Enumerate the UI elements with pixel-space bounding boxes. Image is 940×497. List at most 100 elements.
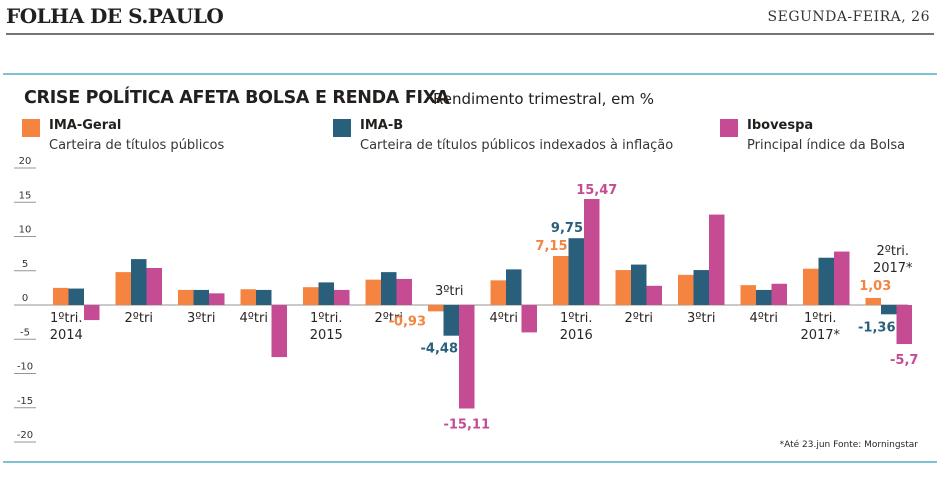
data-label-ima-geral: 1,03 [859, 279, 891, 294]
bar-ima-geral [490, 280, 506, 305]
y-tick-label: 20 [19, 156, 32, 167]
data-label-ima-b: -4,48 [421, 342, 458, 357]
data-label-ima-b: -1,36 [858, 320, 895, 335]
bar-ibovespa [834, 251, 850, 305]
y-tick-label: 5 [22, 259, 28, 270]
bar-ima-geral [428, 305, 444, 312]
data-label-ibovespa: 15,47 [576, 183, 617, 198]
bar-ima-b [568, 238, 584, 305]
header-rule [6, 33, 934, 35]
bar-ima-b [256, 289, 272, 305]
chart-bottom-rule [3, 461, 937, 463]
bar-ima-geral [615, 270, 631, 305]
y-tick-label: -20 [17, 430, 33, 441]
x-category-label-year: 2017* [800, 328, 840, 343]
legend-label: Ibovespa [747, 118, 814, 133]
legend-label: IMA-Geral [49, 118, 122, 133]
y-tick-label: 0 [22, 293, 28, 304]
x-category-label: 4ºtri [240, 311, 268, 326]
bar-ima-b [756, 289, 772, 305]
bar-ima-b [881, 305, 897, 315]
x-category-label: 3ºtri [187, 311, 215, 326]
x-category-label: 2ºtri [625, 311, 653, 326]
masthead-logo: FOLHA DE S.PAULO [6, 4, 224, 28]
bar-ima-geral [240, 289, 256, 305]
x-category-label-year: 2016 [560, 328, 593, 343]
bar-ima-b [318, 282, 334, 305]
bar-ima-geral [303, 287, 319, 305]
x-category-label: 3ºtri [687, 311, 715, 326]
bar-ibovespa [521, 305, 537, 333]
bar-ima-geral [803, 268, 819, 305]
footnote-source: *Até 23.jun Fonte: Morningstar [779, 440, 918, 450]
bar-ima-b [631, 264, 647, 305]
y-axis: 20 15 10 5 0 -5 -10 -15 -20 [14, 156, 36, 443]
dateline: SEGUNDA-FEIRA, 26 [767, 9, 930, 25]
bar-ima-geral [115, 272, 131, 305]
bar-ibovespa [584, 199, 600, 305]
bar-ima-geral [678, 274, 694, 305]
bar-ibovespa [646, 285, 662, 305]
bar-ima-b [506, 269, 522, 305]
category-labels: 1ºtri. 2014 2ºtri 3ºtri 4ºtri 1ºtri. 2015 2ºtri… [50, 244, 913, 343]
y-tick-label: -5 [20, 327, 30, 338]
y-tick-label: 10 [19, 225, 32, 236]
y-tick-label: 15 [19, 190, 32, 201]
legend-description: Principal índice da Bolsa [747, 138, 906, 153]
bar-ibovespa [709, 214, 725, 305]
x-category-label: 2ºtri [375, 311, 403, 326]
data-label-ibovespa: -15,11 [443, 418, 490, 433]
bar-ibovespa [334, 289, 350, 305]
chart-top-rule [3, 73, 937, 75]
chart-title: CRISE POLÍTICA AFETA BOLSA E RENDA FIXA [24, 88, 450, 108]
bar-ima-geral [178, 289, 194, 305]
bar-ibovespa [396, 278, 412, 305]
bar-ibovespa [459, 305, 475, 409]
legend-description: Carteira de títulos públicos [49, 138, 225, 153]
bar-ima-b [818, 257, 834, 305]
bar-ima-geral [553, 256, 569, 305]
bar-ima-geral [865, 297, 881, 305]
bar-ibovespa [271, 305, 287, 358]
bar-ima-b [193, 289, 209, 305]
bar-ima-geral [740, 285, 756, 305]
bar-ibovespa [771, 283, 787, 305]
bars-group [53, 199, 912, 409]
data-label-ibovespa: -5,7 [890, 353, 918, 368]
legend-description: Carteira de títulos públicos indexados à… [360, 138, 674, 153]
data-labels: -0,93 -4,48 -15,11 7,15 9,75 15,47 1,03 -1,36 -5… [389, 183, 919, 432]
x-category-label-year: 2015 [310, 328, 343, 343]
bar-ima-b [381, 272, 397, 305]
chart-subtitle: Rendimento trimestral, em % [433, 90, 655, 108]
y-tick-label: -10 [17, 362, 33, 373]
x-category-label-year: 2017* [873, 261, 913, 276]
x-category-label: 1ºtri. [50, 311, 83, 326]
bar-ibovespa [84, 305, 100, 321]
data-label-ima-b: 9,75 [551, 221, 583, 236]
data-label-ima-geral: 7,15 [535, 239, 567, 254]
x-category-label: 1ºtri. [804, 311, 837, 326]
data-label-ima-geral: -0,93 [389, 314, 426, 329]
bar-ibovespa [896, 305, 912, 345]
x-category-label: 2ºtri [125, 311, 153, 326]
legend-swatch-ima-geral [22, 119, 40, 137]
legend-swatch-ibovespa [720, 119, 738, 137]
legend-label: IMA-B [360, 118, 404, 133]
bar-ima-b [131, 259, 147, 305]
x-category-label: 4ºtri [490, 311, 518, 326]
x-category-label: 1ºtri. [560, 311, 593, 326]
x-category-label: 1ºtri. [310, 311, 343, 326]
legend-swatch-ima-b [333, 119, 351, 137]
x-category-label: 3ºtri [435, 284, 463, 299]
x-category-label-year: 2014 [50, 328, 83, 343]
bar-ima-geral [53, 287, 69, 305]
bar-ibovespa [146, 268, 162, 305]
x-category-label: 4ºtri [750, 311, 778, 326]
bar-ibovespa [209, 293, 225, 305]
bar-ima-b [693, 270, 709, 305]
bar-ima-geral [365, 279, 381, 305]
bar-ima-b [68, 288, 84, 305]
x-category-label: 2ºtri. [876, 244, 909, 259]
bar-ima-b [443, 305, 459, 336]
